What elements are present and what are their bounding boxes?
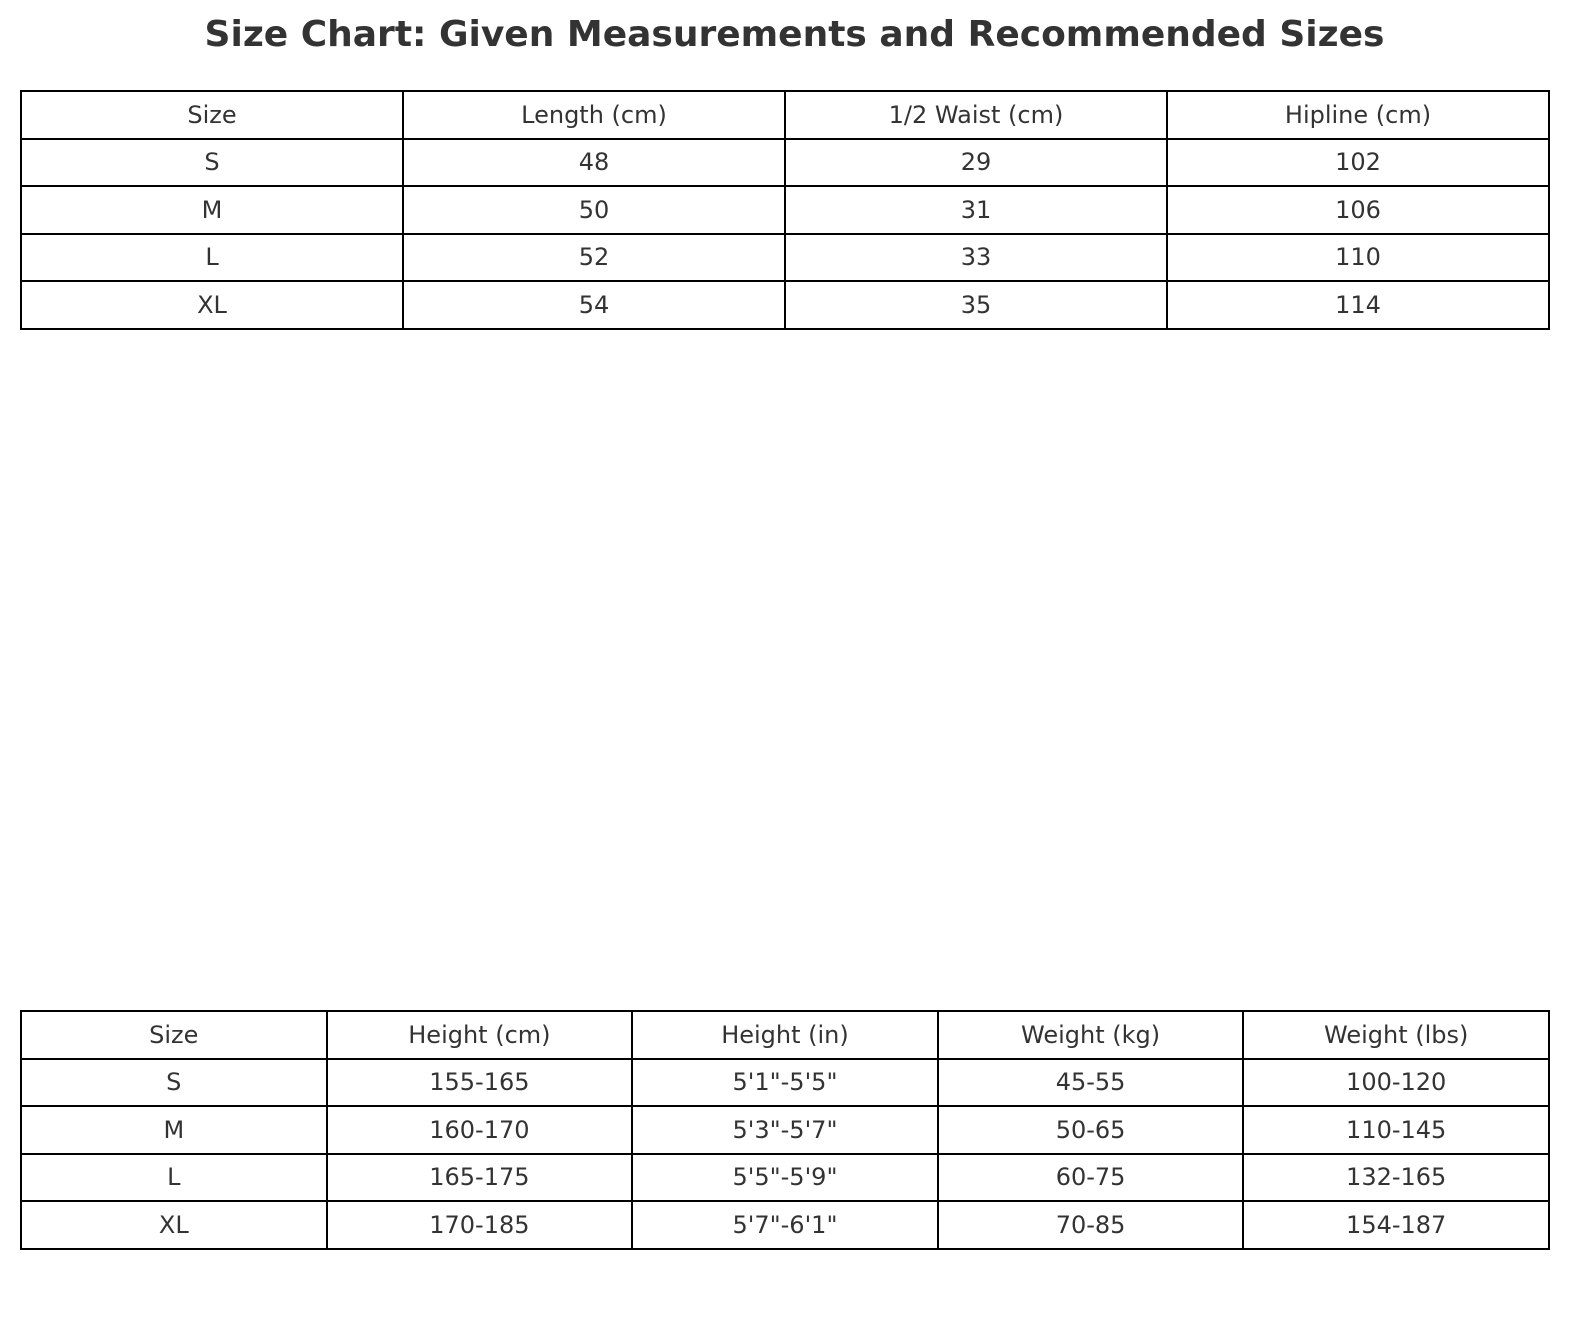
header-row: Size Length (cm) 1/2 Waist (cm) Hipline (cm…: [20, 90, 1550, 140]
table-cell: 102: [1166, 137, 1550, 187]
table-cell: 114: [1166, 280, 1550, 330]
table-cell: 45-55: [936, 1057, 1245, 1107]
column-header: Length (cm): [402, 90, 786, 140]
table-cell: 154-187: [1242, 1200, 1550, 1250]
table-cell: M: [20, 1105, 328, 1155]
table-cell: 70-85: [936, 1200, 1245, 1250]
column-header: Size: [20, 90, 404, 140]
table-cell: 31: [784, 185, 1168, 235]
column-header: Weight (kg): [936, 1010, 1245, 1060]
table-cell: 170-185: [325, 1200, 634, 1250]
table-cell: 48: [402, 137, 786, 187]
table-row: S 48 29 102: [20, 137, 1550, 187]
garment-measurements-table: Size Length (cm) 1/2 Waist (cm) Hipline (cm…: [20, 90, 1550, 330]
table-cell: 132-165: [1242, 1152, 1550, 1202]
table-cell: XL: [20, 1200, 328, 1250]
column-header: Size: [20, 1010, 328, 1060]
table-cell: 60-75: [936, 1152, 1245, 1202]
table-cell: 52: [402, 232, 786, 282]
table-cell: 100-120: [1242, 1057, 1550, 1107]
table-cell: 50: [402, 185, 786, 235]
table-row: L 52 33 110: [20, 232, 1550, 282]
table-row: S 155-165 5'1"-5'5" 45-55 100-120: [20, 1057, 1550, 1107]
table-row: M 160-170 5'3"-5'7" 50-65 110-145: [20, 1105, 1550, 1155]
table-cell: L: [20, 232, 404, 282]
table-cell: S: [20, 1057, 328, 1107]
table-cell: 5'1"-5'5": [631, 1057, 939, 1107]
table-row: L 165-175 5'5"-5'9" 60-75 132-165: [20, 1152, 1550, 1202]
table-cell: L: [20, 1152, 328, 1202]
table-cell: 110-145: [1242, 1105, 1550, 1155]
table-row: XL 170-185 5'7"-6'1" 70-85 154-187: [20, 1200, 1550, 1250]
table-cell: 160-170: [325, 1105, 634, 1155]
table-cell: 5'7"-6'1": [631, 1200, 939, 1250]
column-header: Weight (lbs): [1242, 1010, 1550, 1060]
table-row: M 50 31 106: [20, 185, 1550, 235]
chart-title: Size Chart: Given Measurements and Recom…: [204, 14, 1385, 55]
table-cell: 155-165: [325, 1057, 634, 1107]
table-cell: S: [20, 137, 404, 187]
table-cell: 33: [784, 232, 1168, 282]
table-cell: 29: [784, 137, 1168, 187]
table-cell: 165-175: [325, 1152, 634, 1202]
table-cell: 106: [1166, 185, 1550, 235]
column-header: Height (cm): [325, 1010, 634, 1060]
table-cell: 5'3"-5'7": [631, 1105, 939, 1155]
table-cell: 54: [402, 280, 786, 330]
table-cell: 50-65: [936, 1105, 1245, 1155]
body-size-recommendation-table: Size Height (cm) Height (in) Weight (kg) Wei…: [20, 1010, 1550, 1250]
column-header: 1/2 Waist (cm): [784, 90, 1168, 140]
table-cell: 35: [784, 280, 1168, 330]
table-row: XL 54 35 114: [20, 280, 1550, 330]
column-header: Height (in): [631, 1010, 939, 1060]
column-header: Hipline (cm): [1166, 90, 1550, 140]
header-row: Size Height (cm) Height (in) Weight (kg) Wei…: [20, 1010, 1550, 1060]
table-cell: 5'5"-5'9": [631, 1152, 939, 1202]
table-cell: M: [20, 185, 404, 235]
table-cell: 110: [1166, 232, 1550, 282]
table-cell: XL: [20, 280, 404, 330]
